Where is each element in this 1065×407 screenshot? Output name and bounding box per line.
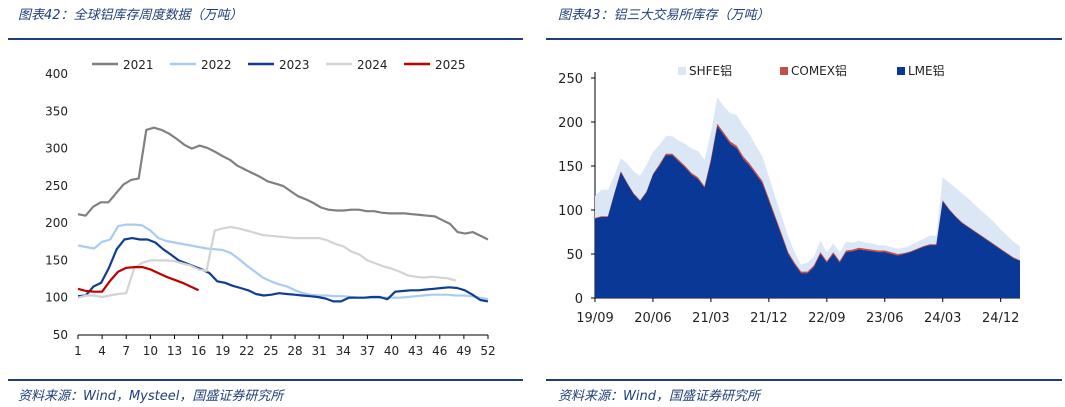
left-x-tick-label: 49	[456, 344, 471, 358]
left-series-line-2022	[77, 223, 489, 301]
left-y-tick-label: 400	[45, 67, 68, 81]
left-series-line-2024	[77, 225, 457, 299]
left-x-tick-label: 7	[122, 344, 130, 358]
left-y-tick-label: 100	[45, 291, 68, 305]
right-y-tick-label: 250	[558, 72, 583, 87]
left-x-tick-label: 43	[408, 344, 423, 358]
left-x-tick-label: 31	[312, 344, 327, 358]
right-y-tick-label: 50	[566, 248, 583, 263]
left-y-tick-label: 200	[45, 216, 68, 230]
left-x-tick-label: 10	[143, 344, 158, 358]
left-y-tick-label: 300	[45, 142, 68, 156]
right-x-tick-label: 23/06	[866, 311, 903, 326]
left-series-line-2025	[77, 266, 200, 293]
right-y-tick-label: 150	[558, 160, 583, 175]
right-y-tick-label: 200	[558, 116, 583, 131]
left-legend-label: 2023	[279, 58, 310, 72]
right-legend-label: COMEX铝	[791, 63, 847, 78]
left-x-tick-label: 40	[384, 344, 399, 358]
left-title-rule	[8, 38, 523, 40]
right-legend-swatch-lme	[897, 67, 905, 75]
left-x-tick-label: 52	[480, 344, 495, 358]
left-legend-label: 2022	[201, 58, 232, 72]
right-x-tick-label: 24/03	[924, 311, 961, 326]
left-x-tick-label: 37	[360, 344, 375, 358]
left-series-line-2021	[77, 126, 489, 241]
right-title-rule	[546, 38, 1062, 40]
left-source-note: 资料来源：Wind，Mysteel，国盛证券研究所	[18, 389, 284, 404]
right-y-tick-label: 0	[575, 292, 583, 307]
right-area-chart: 0 50 100 150 200 250 19/09 20/06 21/03 21/12 22/09…	[558, 63, 1020, 326]
right-chart-title: 图表43：铝三大交易所库存（万吨）	[558, 8, 770, 23]
left-source-rule	[8, 379, 523, 381]
right-x-tick-label: 19/09	[576, 311, 613, 326]
left-panel: 图表42：全球铝库存周度数据（万吨） 50 100 150 200 250 300 350 4…	[0, 0, 530, 407]
right-x-tick-label: 22/09	[808, 311, 845, 326]
right-x-tick-label: 21/12	[750, 311, 787, 326]
right-x-tick-label: 20/06	[634, 311, 671, 326]
left-x-tick-label: 19	[215, 344, 230, 358]
left-y-tick-label: 350	[45, 104, 68, 118]
left-series-line-2023	[77, 237, 489, 303]
left-y-tick-label: 250	[45, 179, 68, 193]
left-x-tick-label: 16	[191, 344, 206, 358]
left-x-tick-label: 34	[336, 344, 351, 358]
left-legend-label: 2024	[357, 58, 388, 72]
left-x-tick-label: 1	[74, 344, 82, 358]
left-chart-title: 图表42：全球铝库存周度数据（万吨）	[18, 8, 243, 23]
left-y-tick-label: 50	[53, 328, 68, 342]
right-legend-label: LME铝	[908, 63, 945, 78]
left-x-tick-label: 22	[239, 344, 254, 358]
right-x-tick-label: 24/12	[982, 311, 1019, 326]
left-x-tick-label: 13	[167, 344, 182, 358]
right-panel: 图表43：铝三大交易所库存（万吨） 0 50 100 150 200 250 19/09 20…	[540, 0, 1065, 407]
left-line-chart: 50 100 150 200 250 300 350 400 1 4 7 10 13 16 19 22 25 28…	[45, 58, 496, 358]
right-legend-swatch-comex	[780, 67, 788, 75]
right-legend-swatch-shfe	[678, 67, 686, 75]
right-legend-label: SHFE铝	[689, 63, 732, 78]
left-x-tick-label: 4	[98, 344, 106, 358]
left-y-tick-label: 150	[45, 253, 68, 267]
right-x-tick-label: 21/03	[692, 311, 729, 326]
left-x-tick-label: 46	[432, 344, 447, 358]
left-x-tick-label: 28	[287, 344, 302, 358]
left-legend-label: 2025	[435, 58, 466, 72]
right-source-rule	[546, 379, 1062, 381]
right-area-lme	[595, 126, 1020, 299]
right-y-tick-label: 100	[558, 204, 583, 219]
right-source-note: 资料来源：Wind，国盛证券研究所	[558, 389, 760, 404]
left-legend-label: 2021	[123, 58, 154, 72]
left-x-tick-label: 25	[263, 344, 278, 358]
